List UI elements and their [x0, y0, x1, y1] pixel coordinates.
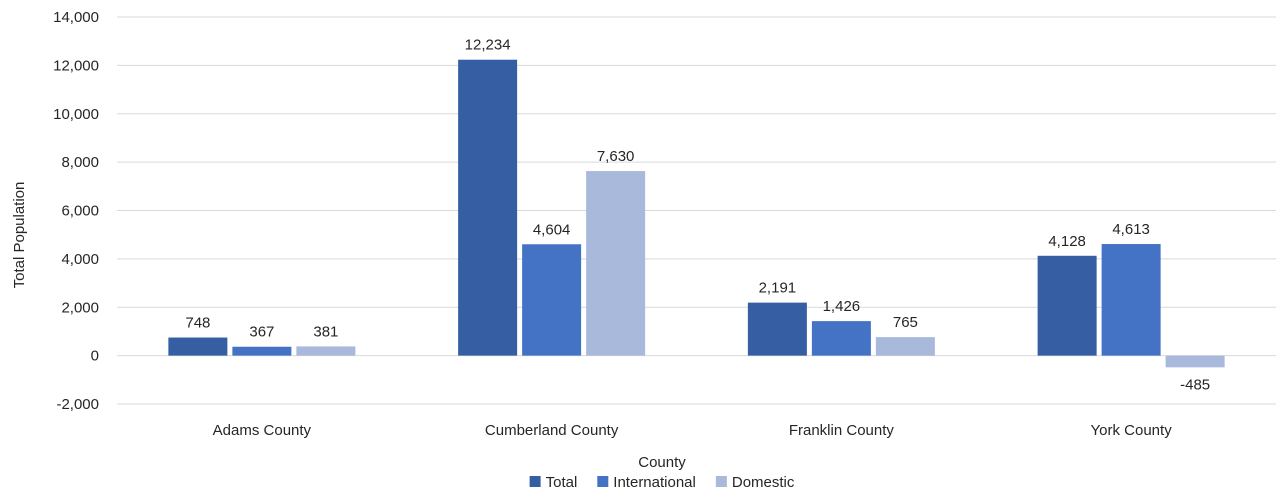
legend-label: International	[613, 474, 696, 491]
legend-item-domestic: Domestic	[715, 474, 795, 491]
data-label: 367	[249, 324, 274, 341]
y-tick-label: 10,000	[53, 106, 99, 123]
bar-international	[1101, 244, 1161, 356]
y-tick-label: 2,000	[61, 299, 99, 316]
bar-international	[811, 321, 871, 356]
bar-total	[458, 59, 518, 356]
x-category-label: Adams County	[213, 422, 312, 439]
x-axis-categories: Adams County Cumberland County Franklin Co…	[213, 422, 1173, 439]
x-axis-title: County	[638, 454, 686, 471]
legend-swatch	[715, 476, 727, 487]
x-category-label: Franklin County	[789, 422, 895, 439]
legend-label: Domestic	[732, 474, 795, 491]
data-label: 2,191	[759, 280, 797, 297]
y-tick-label: 6,000	[61, 203, 99, 220]
data-label: 7,630	[597, 148, 635, 165]
bar-domestic	[1165, 355, 1225, 368]
bars	[168, 59, 1225, 368]
legend-swatch	[529, 476, 541, 487]
legend-swatch	[597, 476, 609, 487]
bar-domestic	[586, 171, 646, 356]
y-tick-label: 0	[91, 348, 99, 365]
y-tick-label: 4,000	[61, 251, 99, 268]
data-label: 12,234	[465, 37, 511, 54]
data-label: -485	[1180, 376, 1210, 393]
bar-domestic	[875, 337, 935, 356]
legend-item-international: International	[597, 474, 696, 491]
y-tick-label: 12,000	[53, 57, 99, 74]
bar-total	[747, 302, 807, 356]
legend-item-total: Total	[529, 474, 578, 491]
data-label: 4,128	[1048, 233, 1086, 250]
bar-international	[232, 346, 292, 356]
data-label: 748	[185, 315, 210, 332]
data-labels: 748 367 381 12,234 4,604 7,630 2,191 1,426 765 4,…	[185, 37, 1210, 394]
bar-domestic	[296, 346, 356, 356]
legend: Total International Domestic	[529, 474, 795, 491]
x-category-label: York County	[1091, 422, 1173, 439]
y-axis-title: Total Population	[11, 182, 28, 289]
legend-label: Total	[546, 474, 578, 491]
bar-total	[1037, 255, 1097, 356]
y-tick-label: 14,000	[53, 9, 99, 26]
data-label: 4,613	[1112, 221, 1150, 238]
y-tick-label: -2,000	[56, 396, 99, 413]
bar-total	[168, 337, 228, 356]
data-label: 1,426	[823, 298, 861, 315]
x-category-label: Cumberland County	[485, 422, 619, 439]
data-label: 381	[313, 323, 338, 340]
data-label: 4,604	[533, 221, 571, 238]
y-tick-label: 8,000	[61, 154, 99, 171]
bar-international	[522, 244, 582, 356]
y-axis-ticks: -2,000 0 2,000 4,000 6,000 8,000 10,000 12,000 1…	[53, 9, 99, 413]
data-label: 765	[893, 314, 918, 331]
